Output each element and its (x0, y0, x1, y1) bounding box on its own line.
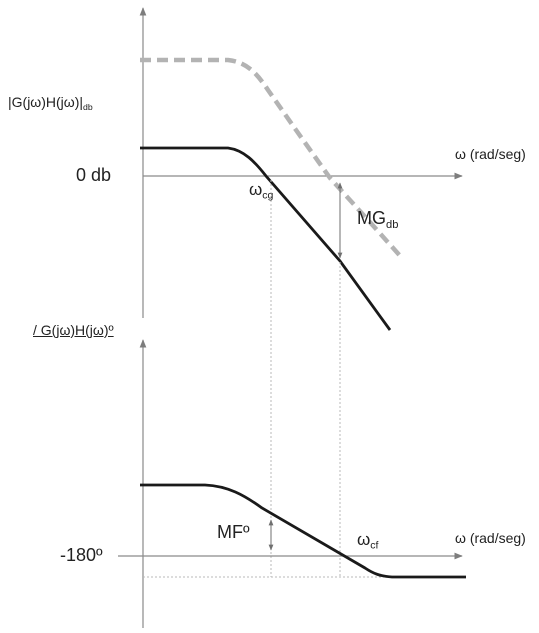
gain-crossover-label: ωcg (249, 180, 274, 202)
phase-y-label: / G(jω)H(jω)º (33, 322, 114, 338)
phase-crossover-label: ωcf (357, 530, 379, 552)
phase-curve (140, 483, 466, 579)
minus-180-label: -180º (60, 545, 103, 565)
magnitude-x-label: ω (rad/seg) (455, 146, 526, 162)
magnitude-curve (140, 146, 392, 331)
zero-db-label: 0 db (76, 165, 112, 185)
gain-margin-label: MGdb (357, 208, 399, 231)
open-loop-magnitude-dashed-curve (140, 57, 404, 260)
phase-x-label: ω (rad/seg) (455, 530, 526, 546)
phase-margin-label: MFº (217, 522, 250, 542)
magnitude-y-label: |G(jω)H(jω)|db (8, 94, 93, 113)
